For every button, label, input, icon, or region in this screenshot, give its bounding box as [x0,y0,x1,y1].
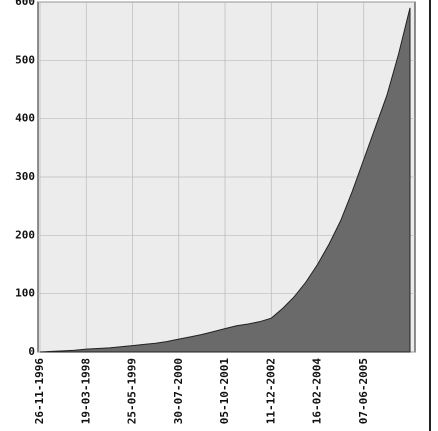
y-tick-label: 600 [15,0,35,8]
x-tick-label: 07-06-2005 [357,358,370,424]
x-tick-label: 16-02-2004 [311,358,324,425]
y-tick-label: 0 [28,345,35,358]
y-tick-label: 500 [15,53,35,66]
x-tick-label: 11-12-2002 [264,358,277,424]
y-tick-label: 100 [15,287,35,300]
y-tick-label: 400 [15,112,35,125]
x-tick-label: 30-07-2000 [172,358,185,424]
area [39,7,411,353]
x-tick-label: 26-11-1996 [33,358,46,425]
y-tick-label: 200 [15,228,35,241]
x-tick-label: 19-03-1998 [79,358,92,424]
x-tick-label: 05-10-2001 [218,358,231,425]
y-tick-label: 300 [15,170,35,183]
x-tick-label: 25-05-1999 [126,358,139,424]
